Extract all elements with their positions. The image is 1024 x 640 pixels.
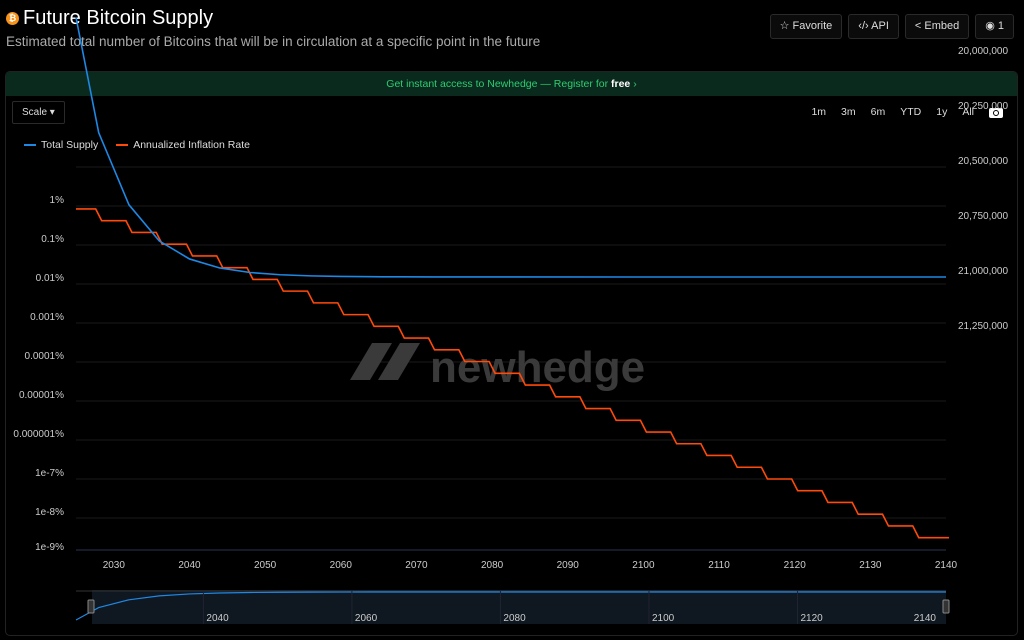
left-tick-label: 0.001% bbox=[30, 312, 64, 323]
embed-label: Embed bbox=[924, 20, 960, 32]
favorite-label: Favorite bbox=[792, 20, 833, 32]
navigator-series bbox=[75, 591, 946, 621]
left-tick-label: 0.0001% bbox=[25, 351, 65, 362]
legend-swatch bbox=[24, 144, 36, 147]
x-tick-label: 2080 bbox=[481, 560, 504, 571]
scale-label: Scale bbox=[22, 107, 48, 118]
right-tick-label: 20,250,000 bbox=[958, 101, 1008, 112]
views-button[interactable]: ◉ 1 bbox=[975, 14, 1014, 39]
left-tick-label: 1e-8% bbox=[35, 507, 64, 518]
x-tick-label: 2090 bbox=[557, 560, 580, 571]
right-tick-label: 20,000,000 bbox=[958, 46, 1008, 57]
x-tick-label: 2140 bbox=[935, 560, 958, 571]
total-supply-line bbox=[75, 17, 946, 278]
legend-swatch bbox=[116, 144, 129, 147]
camera-icon[interactable] bbox=[989, 107, 1003, 118]
title-text: Future Bitcoin Supply bbox=[23, 7, 214, 29]
right-tick-label: 20,750,000 bbox=[958, 211, 1008, 222]
x-tick-label: 2060 bbox=[330, 560, 353, 571]
right-tick-label: 21,250,000 bbox=[958, 321, 1008, 332]
x-tick-label: 2130 bbox=[859, 560, 882, 571]
left-tick-label: 0.1% bbox=[41, 234, 64, 245]
navigator bbox=[92, 590, 946, 624]
range-all[interactable]: All bbox=[962, 106, 974, 118]
legend-label: Total Supply bbox=[41, 139, 99, 151]
register-banner[interactable]: Get instant access to Newhedge — Registe… bbox=[6, 72, 1017, 96]
newhedge-logo bbox=[350, 343, 420, 380]
embed-button[interactable]: < Embed bbox=[904, 14, 970, 39]
navigator-right-handle[interactable] bbox=[942, 599, 950, 614]
x-tick-label: 2050 bbox=[254, 560, 277, 571]
navigator-tick-label: 2120 bbox=[800, 613, 823, 624]
left-tick-label: 1e-9% bbox=[35, 542, 64, 553]
x-tick-label: 2040 bbox=[178, 560, 201, 571]
left-tick-label: 0.01% bbox=[36, 273, 64, 284]
chart-card: Get instant access to Newhedge — Registe… bbox=[5, 71, 1018, 636]
right-tick-label: 21,000,000 bbox=[958, 266, 1008, 277]
navigator-tick-label: 2040 bbox=[206, 613, 229, 624]
x-tick-label: 2110 bbox=[708, 560, 730, 571]
left-tick-label: 1% bbox=[50, 195, 65, 206]
banner-text: Get instant access to Newhedge — Registe… bbox=[386, 78, 611, 90]
navigator-tick-label: 2100 bbox=[652, 613, 675, 624]
views-count: 1 bbox=[997, 20, 1004, 32]
bitcoin-icon: ₿ bbox=[6, 11, 19, 25]
watermark: newhedge bbox=[430, 343, 645, 392]
range-6m[interactable]: 6m bbox=[870, 106, 886, 118]
legend-inflation-rate[interactable]: Annualized Inflation Rate bbox=[116, 139, 250, 152]
page-title: ₿ Future Bitcoin Supply bbox=[6, 6, 213, 30]
range-1m[interactable]: 1m bbox=[811, 106, 827, 118]
page-subtitle: Estimated total number of Bitcoins that … bbox=[6, 34, 541, 49]
range-1y[interactable]: 1y bbox=[936, 106, 948, 118]
navigator-tick-label: 2140 bbox=[914, 613, 937, 624]
api-button[interactable]: ‹/› API bbox=[848, 14, 899, 39]
banner-free: free bbox=[611, 78, 631, 90]
x-tick-label: 2100 bbox=[632, 560, 655, 571]
left-tick-label: 0.00001% bbox=[19, 390, 64, 401]
chevron-right-icon: › bbox=[633, 78, 637, 90]
left-tick-label: 0.000001% bbox=[13, 429, 64, 440]
code-icon: ‹/› bbox=[858, 20, 872, 32]
x-tick-label: 2120 bbox=[784, 560, 807, 571]
legend-total-supply[interactable]: Total Supply bbox=[24, 139, 98, 152]
legend: Total Supply Annualized Inflation Rate bbox=[24, 139, 250, 152]
star-icon: ☆ bbox=[779, 20, 793, 32]
range-3m[interactable]: 3m bbox=[841, 106, 856, 118]
right-tick-label: 20,500,000 bbox=[958, 156, 1008, 167]
navigator-tick-label: 2060 bbox=[355, 613, 378, 624]
inflation-rate-line bbox=[76, 208, 949, 539]
navigator-tick-label: 2080 bbox=[503, 613, 526, 624]
left-tick-label: 1e-7% bbox=[35, 468, 64, 479]
favorite-button[interactable]: ☆ Favorite bbox=[769, 14, 843, 39]
x-tick-label: 2030 bbox=[103, 560, 126, 571]
scale-dropdown[interactable]: Scale ▾ bbox=[12, 101, 65, 124]
legend-label: Annualized Inflation Rate bbox=[133, 139, 250, 151]
x-tick-label: 2070 bbox=[405, 560, 428, 571]
share-icon: < bbox=[914, 20, 925, 32]
eye-icon: ◉ bbox=[985, 20, 998, 32]
navigator-left-handle[interactable] bbox=[87, 599, 95, 614]
api-label: API bbox=[871, 20, 889, 32]
range-ytd[interactable]: YTD bbox=[900, 106, 922, 118]
chevron-down-icon: ▾ bbox=[49, 107, 55, 118]
range-selector: 1m 3m 6m YTD 1y All bbox=[811, 106, 1003, 119]
